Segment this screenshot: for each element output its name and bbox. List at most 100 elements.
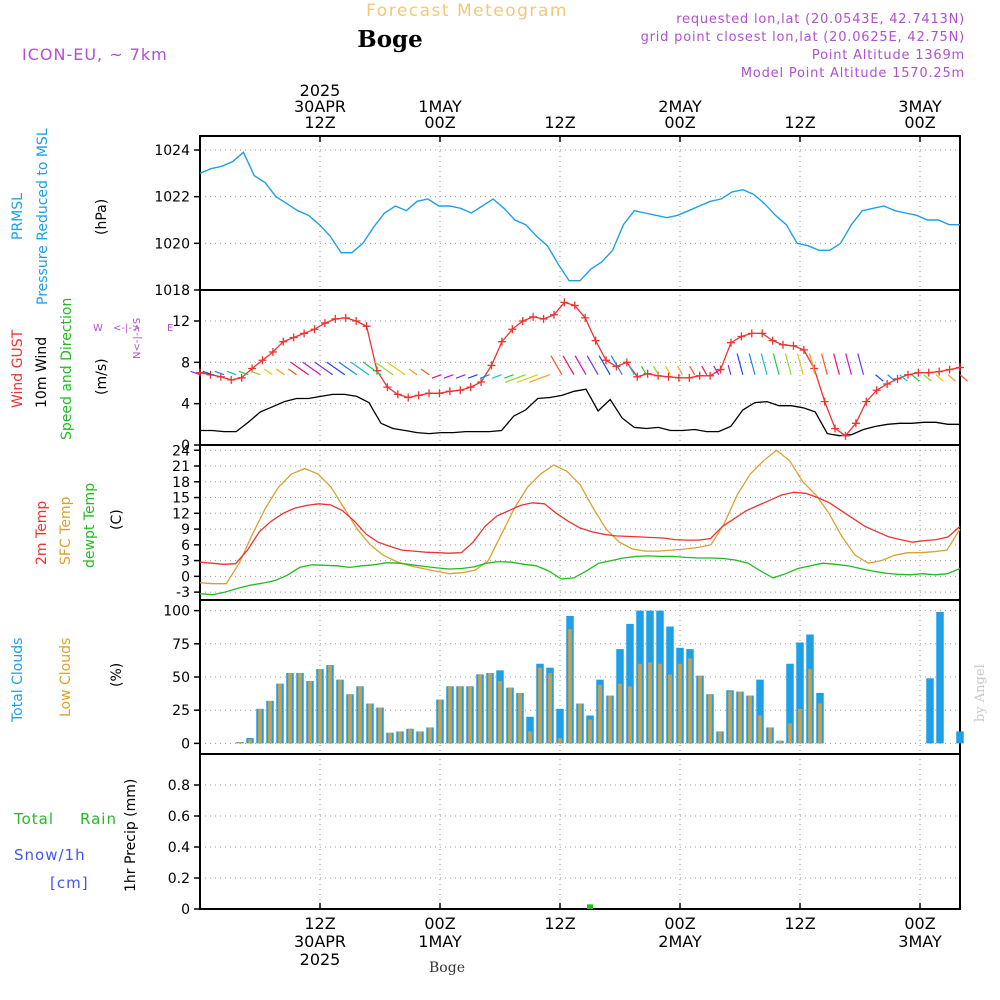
wind-arrow (923, 374, 932, 382)
low-cloud-bar (618, 683, 622, 744)
total-cloud-bar (626, 623, 634, 744)
low-cloud-bar (258, 708, 262, 744)
gust-marker (529, 312, 538, 321)
low-cloud-bar (508, 687, 512, 744)
wind-arrow (504, 374, 514, 379)
y-tick-label: 100 (163, 604, 190, 620)
prmsl-series (199, 151, 960, 282)
bottom-time-label: 12Z (784, 914, 815, 933)
wind-arrow (808, 353, 816, 375)
low-cloud-bar (548, 673, 552, 744)
gust-marker (695, 371, 704, 380)
top-time-label: 12Z (304, 113, 335, 132)
wind-arrow (887, 374, 896, 382)
wind-arrow (736, 353, 744, 375)
gust-marker (508, 325, 517, 334)
wind-arrow (362, 361, 382, 376)
low-cloud-bar (628, 686, 632, 744)
y-tick-label: 12 (172, 506, 190, 522)
low-cloud-bar (338, 679, 342, 744)
low-cloud-bar (278, 683, 282, 744)
bottom-time-label: 12Z (304, 914, 335, 933)
y-tick-label: 25 (172, 703, 190, 719)
low-cloud-bar (718, 731, 722, 744)
low-cloud-bar (288, 673, 292, 744)
y-tick-label: -3 (176, 585, 190, 601)
panel-frame (199, 753, 961, 910)
wind-arrow (796, 353, 804, 375)
low-cloud-bar (358, 686, 362, 744)
product-title: Forecast Meteogram (366, 1, 568, 21)
top-time-label: 1MAY (418, 97, 462, 116)
wind-arrow (610, 355, 623, 376)
total-cloud-bar (936, 611, 944, 744)
wind-arrow (640, 365, 647, 376)
low-cloud-bar (758, 715, 762, 744)
y-tick-label: 0.4 (168, 840, 190, 856)
gust-marker (404, 393, 413, 402)
total-cloud-bar (786, 663, 794, 744)
gust-marker (622, 358, 631, 367)
wind-arrow (562, 355, 575, 376)
y-tick-label: 0.2 (168, 871, 190, 887)
gust-marker (789, 341, 798, 350)
low-cloud-bar (768, 727, 772, 744)
low-cloud-bar (478, 674, 482, 744)
gust-marker (779, 340, 788, 349)
gust-marker (497, 337, 506, 346)
y-tick-label: 0.6 (168, 809, 190, 825)
rain-bar (587, 904, 593, 909)
bottom-time-label: 2025 (300, 950, 341, 969)
y-tick-label: 1024 (154, 143, 190, 159)
wind-arrow (528, 374, 551, 383)
wind-arrow (290, 361, 309, 376)
gust-marker (279, 337, 288, 346)
gust-marker (758, 329, 767, 338)
snow-unit-label: [cm] (50, 874, 89, 892)
top-time-label: 2MAY (658, 97, 702, 116)
gust-marker (560, 298, 569, 307)
wind-arrow (713, 365, 720, 376)
gust-marker (664, 372, 673, 381)
low-cloud-bar (688, 658, 692, 744)
gust-marker (872, 386, 881, 395)
low-cloud-bar (418, 731, 422, 744)
wind-arrow (689, 365, 696, 376)
precip-unit: 1hr Precip (mm) (123, 779, 139, 892)
wind-gust-series (199, 301, 961, 437)
top-time-label: 12Z (544, 113, 575, 132)
gust-marker (456, 386, 465, 395)
wind-10m-series (200, 388, 960, 437)
total-cloud-bar (956, 731, 964, 744)
low-cloud-bar (328, 665, 332, 744)
wind-arrow (586, 355, 599, 376)
wind-arrow (263, 368, 273, 376)
bottom-time-label: 2MAY (658, 932, 702, 951)
top-time-label: 30APR (294, 97, 346, 116)
gust-marker (737, 332, 746, 341)
gust-marker (883, 380, 892, 389)
gust-marker (706, 371, 715, 380)
y-tick-label: 0 (181, 736, 190, 752)
wind-arrow (875, 374, 884, 382)
gust-marker (425, 389, 434, 398)
gust-marker (518, 317, 527, 325)
y-tick-label: 0 (181, 902, 190, 918)
wind-arrow (550, 355, 563, 376)
gust-marker (768, 336, 777, 345)
gust-marker (341, 313, 350, 322)
low-cloud-bar (738, 691, 742, 744)
low-cloud-bar (398, 731, 402, 744)
gust-marker (862, 397, 871, 406)
gust-marker (726, 338, 735, 347)
credit-watermark: by Angel (973, 664, 988, 722)
wind-arrow (214, 370, 225, 376)
model-altitude: Model Point Altitude 1570.25m (741, 66, 965, 81)
wind-arrow (408, 368, 418, 376)
wind-arrow (845, 353, 853, 375)
low-cloud-bar (458, 686, 462, 744)
low-cloud-bar (808, 669, 812, 744)
panel-pressure: 1018 1020 1022 1024 (154, 135, 961, 299)
low-cloud-bar (378, 707, 382, 744)
low-cloud-bar (698, 675, 702, 744)
